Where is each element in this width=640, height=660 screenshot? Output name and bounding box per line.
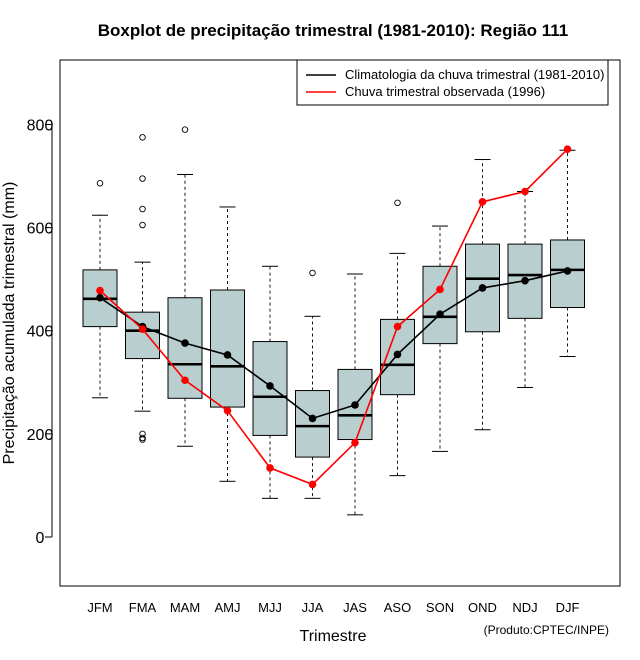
series-point-climatology-ond	[478, 284, 487, 292]
series-point-observed-jfm	[96, 286, 104, 295]
x-tick-label-jja: JJA	[302, 600, 324, 615]
outlier-point	[139, 221, 146, 229]
series-point-observed-jas	[351, 438, 359, 447]
y-tick-label: 400	[27, 324, 54, 341]
outlier-point	[309, 269, 316, 277]
box-aso	[380, 199, 415, 477]
x-tick-label-mjj: MJJ	[258, 600, 282, 615]
series-group	[96, 145, 572, 489]
series-point-climatology-aso	[393, 350, 402, 359]
x-axis-label: Trimestre	[300, 628, 367, 645]
legend: Climatologia da chuva trimestral (1981-2…	[296, 59, 609, 106]
series-point-observed-jja	[308, 480, 317, 489]
outlier-point	[394, 199, 401, 207]
box-body	[295, 390, 330, 458]
series-point-climatology-jas	[351, 401, 359, 409]
x-tick-label-ndj: NDJ	[512, 600, 537, 615]
series-line-observed	[99, 148, 569, 486]
series-point-observed-son	[436, 285, 444, 294]
box-mam	[167, 126, 203, 447]
box-body	[422, 265, 458, 345]
series-point-climatology-jfm	[96, 293, 104, 302]
legend-label-climatology: Climatologia da chuva trimestral (1981-2…	[345, 67, 604, 82]
box-jas	[337, 273, 373, 516]
series-line-climatology	[99, 270, 568, 420]
series-point-observed-djf	[563, 145, 572, 154]
outlier-point	[139, 134, 146, 141]
box-djf	[550, 149, 585, 358]
legend-box	[296, 59, 609, 106]
series-point-climatology-amj	[223, 351, 232, 359]
x-tick-label-djf: DJF	[556, 600, 580, 615]
credit-label: (Produto:CPTEC/INPE)	[484, 623, 609, 637]
series-point-climatology-djf	[563, 267, 572, 275]
box-jfm	[82, 179, 118, 399]
x-tick-label-amj: AMJ	[215, 600, 241, 615]
series-point-observed-mam	[181, 376, 189, 385]
box-ndj	[507, 191, 543, 388]
x-tick-label-jfm: JFM	[87, 600, 112, 615]
outlier-point	[139, 205, 146, 213]
series-point-observed-ond	[478, 198, 487, 206]
y-tick-label: 600	[27, 221, 54, 238]
box-amj	[210, 206, 245, 482]
series-point-observed-amj	[223, 406, 232, 415]
series-point-observed-mjj	[266, 464, 274, 472]
y-axis-label: Precipitação acumulada trimestral (mm)	[1, 182, 18, 465]
outlier-point	[139, 175, 146, 182]
x-axis: JFM FMA MAM AMJ MJJ JJA JAS ASO SON OND NDJ DJF	[87, 600, 579, 615]
x-tick-label-aso: ASO	[384, 600, 411, 615]
series-point-climatology-ndj	[521, 276, 529, 285]
box-jja	[295, 269, 330, 499]
x-tick-label-mam: MAM	[170, 600, 200, 615]
chart-title: Boxplot de precipitação trimestral (1981…	[98, 21, 569, 40]
y-axis: 0 200 400 600 800	[27, 117, 54, 547]
y-tick-label: 200	[27, 427, 54, 444]
outlier-point	[139, 430, 146, 438]
x-tick-label-ond: OND	[468, 600, 497, 615]
box-body	[210, 289, 245, 408]
x-tick-label-fma: FMA	[129, 600, 157, 615]
outlier-point	[96, 179, 104, 187]
legend-label-observed: Chuva trimestral observada (1996)	[345, 84, 545, 99]
series-point-climatology-mjj	[266, 382, 274, 390]
y-tick-label: 0	[36, 530, 45, 547]
series-point-observed-fma	[138, 325, 147, 333]
series-point-climatology-mam	[181, 339, 189, 347]
y-tick-label: 800	[27, 117, 54, 134]
box-fma	[125, 134, 160, 443]
series-point-observed-ndj	[521, 187, 529, 196]
outlier-point	[181, 126, 189, 133]
series-point-observed-aso	[393, 322, 402, 331]
x-tick-label-son: SON	[426, 600, 454, 615]
series-point-climatology-jja	[308, 414, 317, 423]
outlier-point	[139, 434, 146, 442]
box-son	[422, 225, 458, 452]
boxes-group	[82, 126, 585, 516]
x-tick-label-jas: JAS	[343, 600, 367, 615]
series-point-climatology-son	[436, 310, 444, 319]
